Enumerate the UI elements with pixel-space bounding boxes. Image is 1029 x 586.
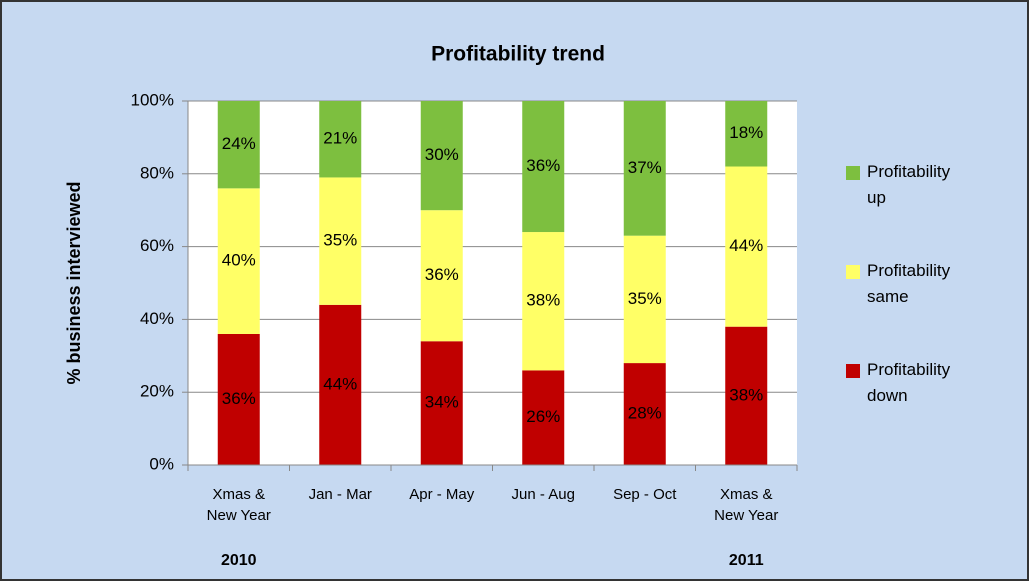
bar-segment [725,101,768,167]
data-label: 36% [526,156,560,175]
data-label: 24% [222,134,256,153]
bar-segment [623,101,666,236]
y-axis-label: % business interviewed [64,181,84,384]
x-tick-label: Xmas & New Year [714,486,778,524]
data-label: 26% [526,407,560,426]
y-tick-label: 80% [140,163,174,182]
data-label: 36% [222,389,256,408]
bar-segment [623,235,666,364]
data-label: 40% [222,251,256,270]
bar-segment [522,101,565,233]
bar-segment [623,363,666,465]
bar-segment [319,177,362,305]
data-label: 38% [729,385,763,404]
y-tick-label: 60% [140,236,174,255]
legend-swatch [846,265,860,279]
bar-segment [217,101,260,189]
data-label: 21% [323,129,357,148]
y-tick-label: 0% [149,454,174,473]
bar-segment [522,370,565,465]
data-label: 37% [628,158,662,177]
legend-label: Profitability up [867,162,951,207]
bar-segment [522,232,565,371]
data-label: 44% [323,374,357,393]
legend-label: Profitability same [867,261,951,306]
data-label: 18% [729,123,763,142]
bar-segment [420,341,463,465]
chart-title: Profitability trend [431,43,605,66]
data-label: 28% [628,404,662,423]
y-tick-label: 20% [140,382,174,401]
x-tick-label: Sep - Oct [613,486,677,503]
x-tick-label: Jan - Mar [309,486,372,503]
x-tick-label: Apr - May [409,486,475,503]
year-label: 2011 [729,552,764,569]
plot-area [188,101,797,465]
data-label: 34% [425,393,459,412]
data-label: 30% [425,145,459,164]
bar-segment [319,304,362,465]
bar-segment [420,101,463,211]
data-label: 35% [323,231,357,250]
bar-segment [725,166,768,327]
bar-segment [217,188,260,334]
data-label: 44% [729,236,763,255]
legend-swatch [846,166,860,180]
bar-segment [319,101,362,178]
bar-segment [420,210,463,342]
bar-segment [725,326,768,465]
y-tick-label: 40% [140,309,174,328]
bar-segment [217,333,260,465]
legend-swatch [846,364,860,378]
data-label: 36% [425,265,459,284]
data-label: 38% [526,291,560,310]
x-tick-label: Jun - Aug [512,486,575,503]
legend-label: Profitability down [867,360,951,405]
year-label: 2010 [221,552,257,569]
y-tick-label: 100% [131,90,174,109]
data-label: 35% [628,289,662,308]
x-tick-label: Xmas & New Year [207,486,271,524]
